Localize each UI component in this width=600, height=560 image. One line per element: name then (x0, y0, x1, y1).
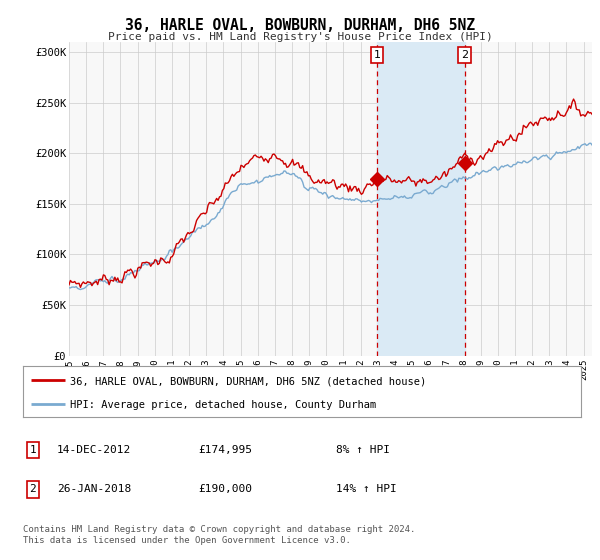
Text: 1: 1 (29, 445, 37, 455)
Text: HPI: Average price, detached house, County Durham: HPI: Average price, detached house, Coun… (70, 400, 376, 410)
Text: 8% ↑ HPI: 8% ↑ HPI (336, 445, 390, 455)
Bar (377, 42, 465, 356)
Text: 1: 1 (374, 50, 380, 60)
Text: £174,995: £174,995 (198, 445, 252, 455)
Text: 36, HARLE OVAL, BOWBURN, DURHAM, DH6 5NZ (detached house): 36, HARLE OVAL, BOWBURN, DURHAM, DH6 5NZ… (70, 376, 427, 386)
Text: £190,000: £190,000 (198, 484, 252, 494)
Text: 14% ↑ HPI: 14% ↑ HPI (336, 484, 397, 494)
Text: 14-DEC-2012: 14-DEC-2012 (57, 445, 131, 455)
Text: 2: 2 (29, 484, 37, 494)
Text: 36, HARLE OVAL, BOWBURN, DURHAM, DH6 5NZ: 36, HARLE OVAL, BOWBURN, DURHAM, DH6 5NZ (125, 18, 475, 33)
Text: 2: 2 (461, 50, 469, 60)
Text: 26-JAN-2018: 26-JAN-2018 (57, 484, 131, 494)
Text: Contains HM Land Registry data © Crown copyright and database right 2024.
This d: Contains HM Land Registry data © Crown c… (23, 525, 415, 545)
Text: Price paid vs. HM Land Registry's House Price Index (HPI): Price paid vs. HM Land Registry's House … (107, 32, 493, 43)
